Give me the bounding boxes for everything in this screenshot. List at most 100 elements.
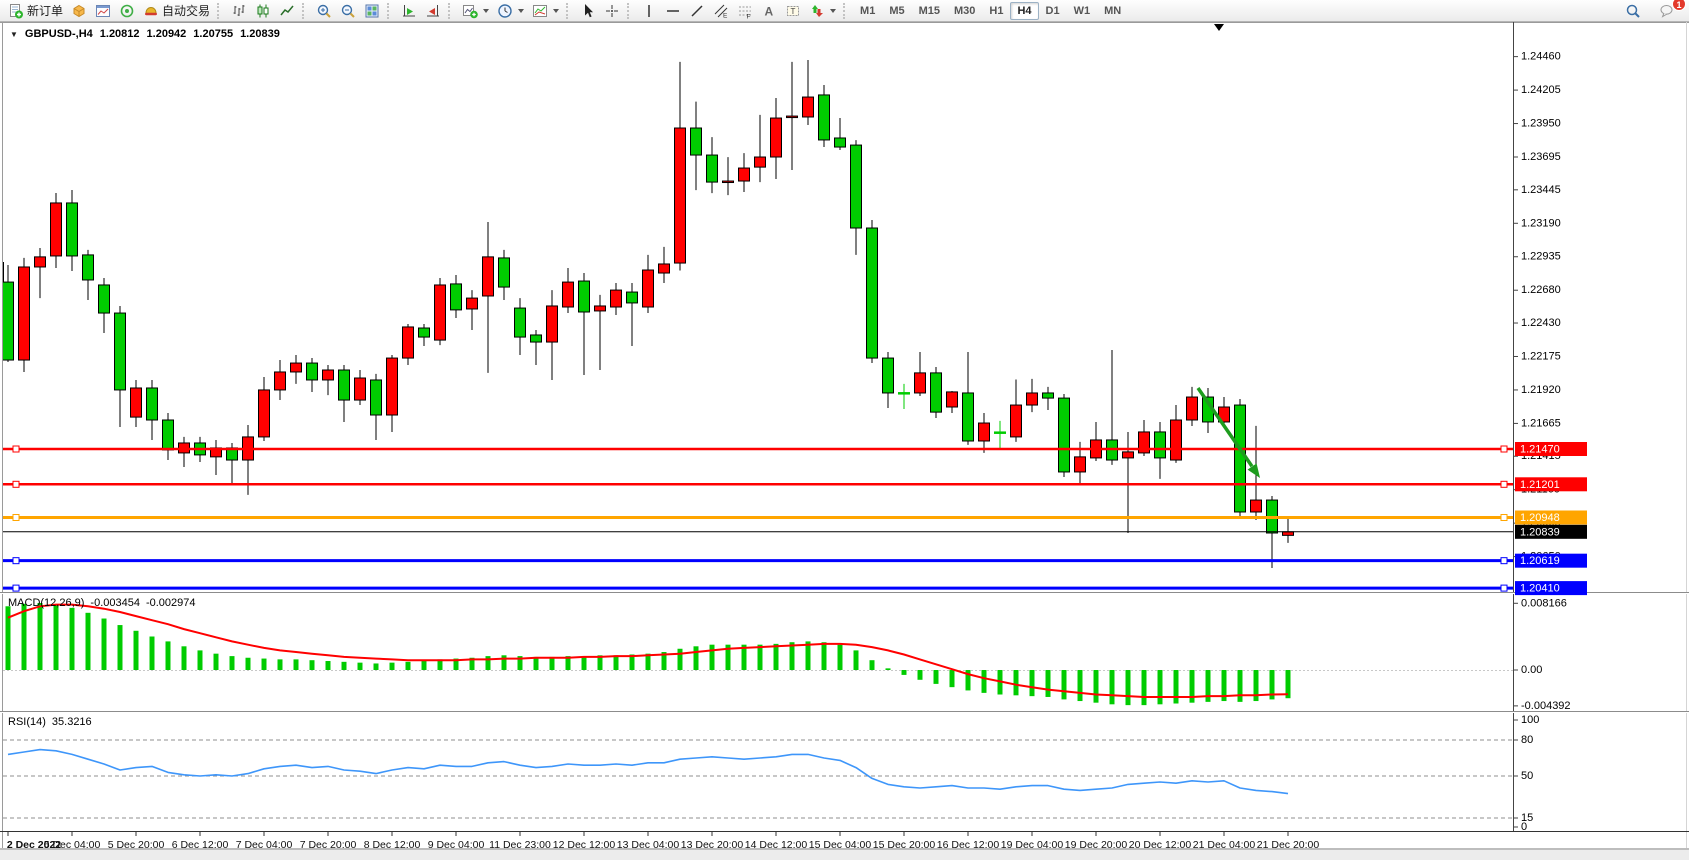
text-label-button[interactable]: T (781, 1, 805, 21)
timeframe-d1-button[interactable]: D1 (1045, 4, 1060, 17)
horizontal-line-button[interactable] (661, 1, 685, 21)
timeframe-mn-button[interactable]: MN (1104, 4, 1122, 17)
candle-body (306, 362, 318, 381)
macd-histogram-bar (229, 656, 235, 670)
macd-histogram-bar (1157, 670, 1163, 705)
collapse-panel-icon[interactable]: ▼ (10, 29, 18, 39)
macd-histogram-bar (821, 642, 827, 670)
candle-body (674, 127, 686, 264)
resistance-line-2-handle[interactable] (12, 480, 20, 488)
macd-histogram-bar (101, 618, 107, 670)
timeframe-h4-button[interactable]: H4 (1010, 1, 1039, 20)
chevron-down-icon[interactable] (553, 8, 560, 13)
candle-body (850, 144, 862, 229)
pivot-line-orange-handle[interactable] (12, 514, 20, 522)
macd-histogram-bar (1269, 670, 1275, 700)
macd-histogram-bar (789, 642, 795, 670)
candle-body (770, 117, 782, 158)
new-order-button[interactable]: 新订单 (4, 1, 67, 21)
search-button[interactable] (1621, 1, 1645, 21)
rsi-name: RSI(14) (8, 716, 46, 728)
macd-histogram-bar (549, 656, 555, 670)
fibonacci-button[interactable]: F (733, 1, 757, 21)
timeframe-m15-button[interactable]: M15 (918, 4, 940, 17)
timeframe-w1-button[interactable]: W1 (1073, 4, 1091, 17)
chart-title: ▼ GBPUSD-,H4 1.20812 1.20942 1.20755 1.2… (10, 28, 280, 40)
chevron-down-icon[interactable] (830, 8, 837, 13)
resistance-line-1-handle[interactable] (1500, 445, 1508, 453)
templates-button[interactable] (528, 1, 563, 21)
support-line-2-handle[interactable] (1500, 584, 1508, 592)
candle-body (290, 362, 302, 373)
arrow-annotation[interactable] (1196, 387, 1254, 468)
auto-scroll-button[interactable] (397, 1, 421, 21)
pivot-line-orange-handle[interactable] (1500, 514, 1508, 522)
timeframe-m1-button[interactable]: M1 (860, 4, 876, 17)
ohlc-high: 1.20942 (146, 28, 187, 40)
support-line-1-handle[interactable] (12, 557, 20, 565)
candle-body (386, 357, 398, 416)
resistance-line-1-handle[interactable] (12, 445, 20, 453)
zoom-out-button[interactable] (336, 1, 360, 21)
candle-body (98, 284, 110, 314)
trendline-button[interactable] (685, 1, 709, 21)
crosshair-button[interactable] (600, 1, 624, 21)
rsi-tick-label: 50 (1521, 770, 1533, 782)
notifications-button[interactable]: 1 (1655, 0, 1686, 21)
chart-window-button[interactable] (91, 1, 115, 21)
text-button[interactable]: A (757, 1, 781, 21)
macd-histogram-bar (1141, 670, 1147, 706)
candle-body (690, 127, 702, 156)
channel-button[interactable]: E (709, 1, 733, 21)
resistance-line-2-handle[interactable] (1500, 480, 1508, 488)
chart-shift-button[interactable] (421, 1, 445, 21)
cursor-button[interactable] (576, 1, 600, 21)
autotrading-button[interactable]: 自动交易 (139, 1, 214, 21)
rsi-line (7, 748, 1289, 795)
arrow-annotation-head[interactable] (1247, 463, 1260, 478)
macd-histogram-bar (709, 644, 715, 670)
chevron-down-icon[interactable] (518, 8, 525, 13)
timeframe-h1-button[interactable]: H1 (989, 4, 1004, 17)
vertical-line-button[interactable] (637, 1, 661, 21)
candlestick-chart-button[interactable] (251, 1, 275, 21)
bar-chart-button[interactable] (227, 1, 251, 21)
autotrade-icon (143, 3, 159, 19)
toolbar: 新订单 自动交易 E F A T M1 M5 M15 M30 H1 H4 D1 W1 MN 1 (0, 0, 1689, 22)
tile-windows-button[interactable] (360, 1, 384, 21)
arrows-button[interactable] (805, 1, 840, 21)
cube-icon (71, 3, 87, 19)
symbol-period-label: GBPUSD-,H4 (24, 28, 93, 40)
candle-body (258, 389, 270, 438)
chart-shift-marker[interactable] (1214, 24, 1224, 31)
macd-histogram-bar (1045, 670, 1051, 697)
macd-tick-label: 0.008166 (1521, 597, 1567, 609)
candle-body (34, 256, 46, 268)
chevron-down-icon[interactable] (483, 8, 490, 13)
macd-histogram-bar (965, 670, 971, 691)
fibonacci-icon: F (737, 3, 753, 19)
macd-histogram-bar (981, 670, 987, 693)
new-chart-button[interactable] (458, 1, 493, 21)
macd-histogram-bar (1237, 670, 1243, 702)
price-tick-label: 1.23950 (1521, 118, 1561, 130)
timeframe-m30-button[interactable]: M30 (954, 4, 976, 17)
timeframe-m5-button[interactable]: M5 (889, 4, 905, 17)
candle-body (594, 305, 606, 312)
candle-body (370, 379, 382, 416)
periods-button[interactable] (493, 1, 528, 21)
line-chart-button[interactable] (275, 1, 299, 21)
price-tick-label: 1.24205 (1521, 84, 1561, 96)
signals-button[interactable] (115, 1, 139, 21)
rsi-panel (3, 739, 1513, 819)
support-line-1-handle[interactable] (1500, 557, 1508, 565)
styler-button[interactable] (67, 1, 91, 21)
clock-icon (497, 3, 513, 19)
price-tick-label: 1.22175 (1521, 350, 1561, 362)
candle-body (866, 227, 878, 359)
support-line-2-handle[interactable] (12, 584, 20, 592)
zoom-in-button[interactable] (312, 1, 336, 21)
candle-body (1250, 499, 1262, 513)
